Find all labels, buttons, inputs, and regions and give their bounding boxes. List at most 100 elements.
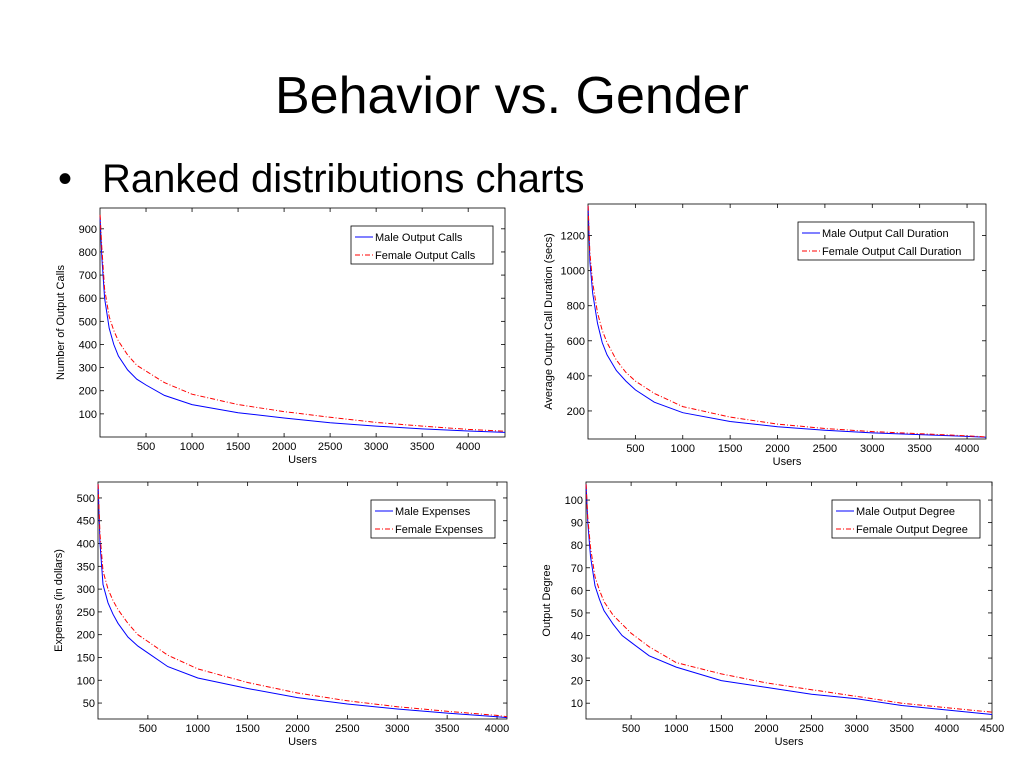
y-axis-label: Expenses (in dollars): [53, 549, 65, 652]
x-tick-label: 1500: [718, 443, 742, 455]
legend-box: [831, 499, 981, 539]
bullet-text: Ranked distributions charts: [102, 157, 585, 201]
y-tick-label: 1200: [561, 231, 585, 243]
x-tick-label: 500: [139, 723, 157, 735]
x-tick-label: 2000: [765, 443, 789, 455]
x-axis-label: Users: [773, 456, 802, 468]
legend-box: [797, 221, 975, 261]
series-line-0: [587, 205, 987, 438]
y-tick-label: 50: [83, 698, 95, 710]
series-line-1: [97, 484, 508, 718]
y-axis-label: Output Degree: [541, 564, 553, 636]
x-tick-label: 3500: [435, 723, 459, 735]
x-tick-label: 3000: [385, 723, 409, 735]
y-tick-label: 1000: [561, 266, 585, 278]
y-tick-label: 200: [567, 406, 585, 418]
x-tick-label: 3500: [410, 441, 434, 453]
x-tick-label: 2500: [799, 723, 823, 735]
y-axis-label: Average Output Call Duration (secs): [543, 233, 555, 410]
x-tick-label: 3000: [364, 441, 388, 453]
y-tick-label: 600: [79, 293, 97, 305]
legend-label-1: Female Expenses: [395, 524, 484, 536]
y-tick-label: 100: [565, 495, 583, 507]
x-tick-label: 2000: [754, 723, 778, 735]
y-tick-label: 20: [571, 676, 583, 688]
y-tick-label: 600: [567, 336, 585, 348]
x-tick-label: 4000: [456, 441, 480, 453]
chart-output-degree: 500 1000 1500 2000 2500 3000 3500 4000 4500 10 20 3…: [541, 481, 1004, 748]
chart-expenses: 500 1000 1500 2000 2500 3000 3500 4000 50 100 150 2…: [53, 481, 509, 748]
y-tick-label: 200: [79, 386, 97, 398]
x-tick-label: 2500: [813, 443, 837, 455]
chart-call-duration: 500 1000 1500 2000 2500 3000 3500 4000 200 400 600…: [543, 203, 987, 468]
legend-label-1: Female Output Calls: [375, 250, 476, 262]
legend: Male Expenses Female Expenses: [370, 499, 496, 539]
x-tick-label: 1000: [671, 443, 695, 455]
legend-box: [370, 499, 496, 539]
x-tick-label: 2500: [335, 723, 359, 735]
x-tick-label: 1000: [664, 723, 688, 735]
y-tick-label: 900: [79, 224, 97, 236]
y-tick-label: 300: [79, 363, 97, 375]
series-line-1: [585, 484, 993, 713]
x-tick-label: 1000: [186, 723, 210, 735]
y-tick-label: 350: [77, 561, 95, 573]
y-tick-label: 400: [567, 371, 585, 383]
y-tick-label: 30: [571, 653, 583, 665]
x-tick-label: 3500: [890, 723, 914, 735]
y-tick-label: 100: [79, 409, 97, 421]
x-tick-label: 2000: [285, 723, 309, 735]
series-line-1: [587, 205, 987, 438]
legend: Male Output Call Duration Female Output C…: [797, 221, 975, 261]
y-tick-label: 800: [79, 247, 97, 259]
legend-label-0: Male Output Calls: [375, 232, 463, 244]
y-tick-label: 150: [77, 652, 95, 664]
x-axis-label: Users: [775, 736, 804, 748]
series-line-1: [99, 214, 506, 432]
bullet-point: • Ranked distributions charts: [58, 154, 584, 204]
series-line-0: [99, 217, 506, 433]
x-tick-label: 500: [137, 441, 155, 453]
x-tick-label: 4000: [485, 723, 509, 735]
y-tick-label: 80: [571, 540, 583, 552]
y-tick-label: 300: [77, 584, 95, 596]
x-tick-label: 4500: [980, 723, 1004, 735]
x-tick-label: 500: [626, 443, 644, 455]
series-line-0: [585, 484, 993, 715]
y-tick-label: 400: [79, 339, 97, 351]
legend: Male Output Calls Female Output Calls: [350, 225, 494, 265]
x-tick-label: 1500: [235, 723, 259, 735]
x-axis-label: Users: [288, 736, 317, 748]
x-tick-label: 1000: [180, 441, 204, 453]
y-tick-label: 200: [77, 630, 95, 642]
y-tick-label: 100: [77, 675, 95, 687]
y-tick-label: 50: [571, 608, 583, 620]
y-tick-label: 500: [79, 316, 97, 328]
x-tick-label: 1500: [226, 441, 250, 453]
y-tick-label: 90: [571, 518, 583, 530]
x-tick-label: 3000: [844, 723, 868, 735]
x-tick-label: 1500: [709, 723, 733, 735]
series-line-0: [97, 484, 508, 719]
y-tick-label: 60: [571, 585, 583, 597]
legend-label-0: Male Output Call Duration: [822, 228, 949, 240]
y-tick-label: 500: [77, 493, 95, 505]
y-tick-label: 450: [77, 516, 95, 528]
legend-label-1: Female Output Call Duration: [822, 246, 961, 258]
chart-output-calls: 500 1000 1500 2000 2500 3000 3500 4000 100 200 300…: [55, 207, 506, 466]
x-tick-label: 4000: [955, 443, 979, 455]
x-tick-label: 3000: [860, 443, 884, 455]
x-axis-label: Users: [288, 454, 317, 466]
slide-title: Behavior vs. Gender: [274, 67, 750, 125]
x-tick-label: 2500: [318, 441, 342, 453]
y-tick-label: 40: [571, 630, 583, 642]
legend-label-0: Male Expenses: [395, 506, 471, 518]
legend: Male Output Degree Female Output Degree: [831, 499, 981, 539]
legend-label-0: Male Output Degree: [856, 506, 955, 518]
legend-label-1: Female Output Degree: [856, 524, 968, 536]
x-tick-label: 3500: [907, 443, 931, 455]
y-tick-label: 10: [571, 698, 583, 710]
bullet-dot: •: [58, 157, 73, 201]
x-tick-label: 4000: [935, 723, 959, 735]
x-tick-label: 500: [622, 723, 640, 735]
